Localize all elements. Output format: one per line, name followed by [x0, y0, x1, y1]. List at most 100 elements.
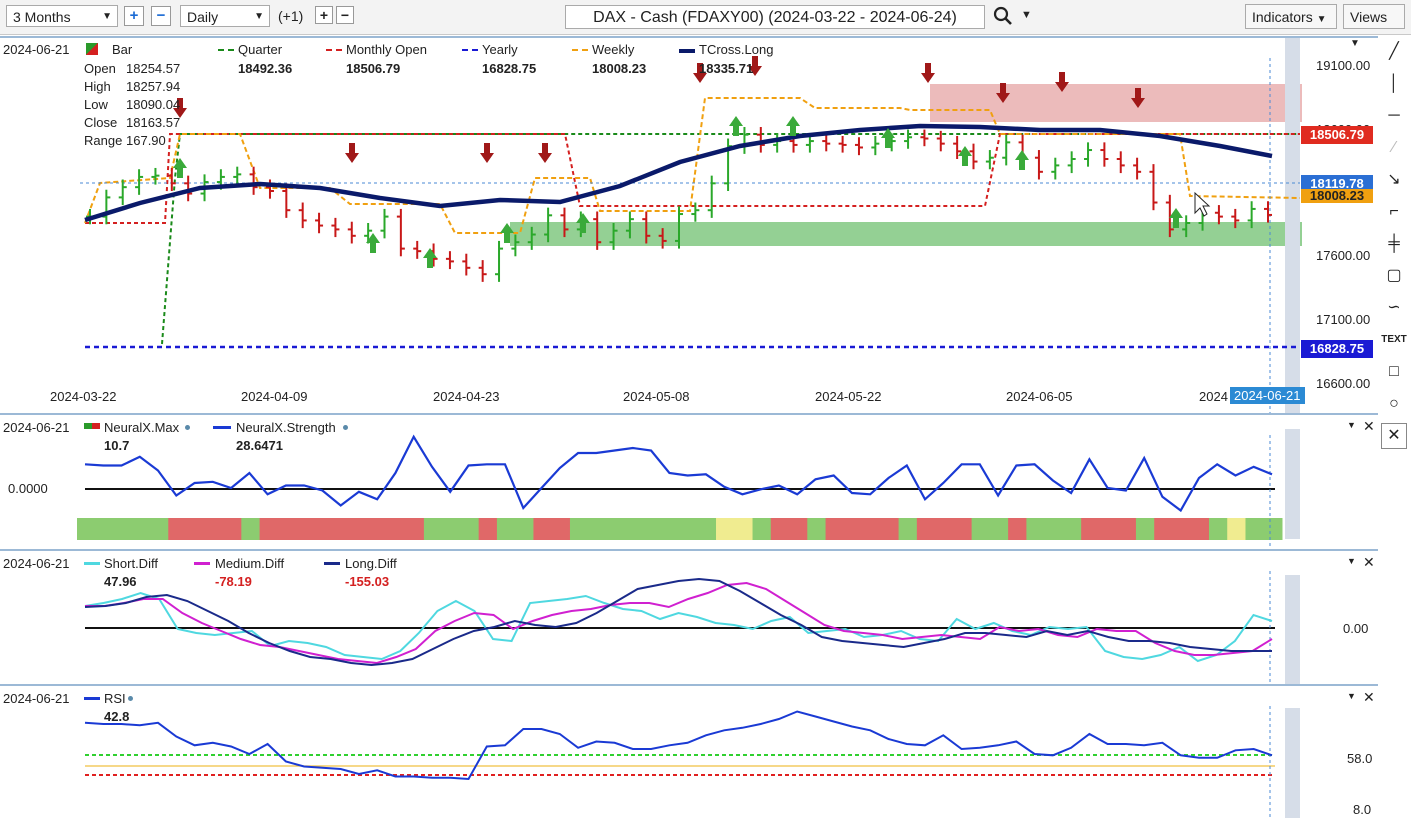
medium-legend-icon [194, 562, 210, 565]
chevron-down-icon[interactable]: ▼ [1347, 691, 1356, 701]
neuralx-max-bar [478, 518, 498, 540]
neuralx-max-bar [588, 518, 607, 540]
medium-diff-value: -78.19 [215, 574, 252, 589]
ray-tool-icon[interactable]: ⁄ [1392, 139, 1396, 156]
neuralx-max-bar [642, 518, 662, 540]
legend-value: 18492.36 [238, 61, 293, 76]
line-tool-icon[interactable]: ╱ [1389, 43, 1399, 60]
search-icon[interactable] [993, 6, 1015, 29]
neuralx-max-value: 10.7 [104, 438, 130, 453]
price-chart[interactable] [0, 38, 1378, 413]
neuralx-max-bar [515, 518, 534, 540]
ohlc-low: Low 18090.04 [84, 97, 181, 112]
offset-plus-button[interactable]: + [315, 6, 333, 24]
neuralx-max-bar [369, 518, 388, 540]
close-icon[interactable]: ✕ [1363, 418, 1375, 434]
sell-arrow-icon [1055, 72, 1069, 92]
interval-value: Daily [187, 9, 219, 25]
arrow-tool-icon[interactable]: ↘ [1387, 171, 1401, 188]
offset-minus-button[interactable]: − [336, 6, 354, 24]
comment-icon[interactable]: ▢ [1386, 267, 1402, 284]
zero-level-label: 0.0000 [8, 481, 48, 496]
ohlc-close: Close 18163.57 [84, 115, 181, 130]
time-tick-label: 2024-03-22 [50, 389, 117, 404]
short-diff-label: Short.Diff [104, 556, 158, 571]
settings-dot-icon[interactable] [128, 696, 133, 701]
neuralx-max-bar [1263, 518, 1283, 540]
neuralx-max-bar [989, 518, 1009, 540]
neuralx-max-bar [843, 518, 863, 540]
neuralx-max-bar [113, 518, 133, 540]
neuralx-max-bar [825, 518, 845, 540]
chevron-down-icon[interactable]: ▼ [1347, 420, 1356, 430]
curve-tool-icon[interactable]: ∽ [1387, 299, 1401, 316]
neuralx-panel[interactable]: 2024-06-21 NeuralX.Max 10.7 NeuralX.Stre… [0, 413, 1378, 550]
neuralx-max-bar [1172, 518, 1192, 540]
close-icon[interactable]: ✕ [1363, 554, 1375, 570]
neuralx-max-bar [1190, 518, 1210, 540]
neuralx-max-bar [1099, 518, 1119, 540]
neuralx-chart[interactable] [0, 415, 1378, 550]
neuralx-max-bar [460, 518, 480, 540]
views-button[interactable]: Views ▼ [1343, 4, 1405, 49]
price-tick-label: 17100.00 [1316, 312, 1371, 327]
ellipse-tool-icon[interactable]: ○ [1389, 395, 1399, 412]
price-tick-label: 17600.00 [1316, 248, 1371, 263]
neuralx-max-bar [789, 518, 808, 540]
indicators-button[interactable]: Indicators ▼ [1245, 4, 1337, 29]
chevron-down-icon[interactable]: ▼ [1347, 556, 1356, 566]
step-tool-icon[interactable]: ⌐ [1389, 203, 1399, 220]
zoom-in-button[interactable]: + [124, 6, 144, 26]
rsi-chart[interactable] [0, 686, 1378, 818]
diff-panel[interactable]: 2024-06-21 Short.Diff 47.96 Medium.Diff … [0, 549, 1378, 685]
legend-swatch [326, 49, 342, 51]
symbol-title[interactable]: DAX - Cash (FDAXY00) (2024-03-22 - 2024-… [565, 5, 985, 29]
zoom-out-button[interactable]: − [151, 6, 171, 26]
neuralx-strength-label: NeuralX.Strength [236, 420, 336, 435]
neuralx-max-bar [953, 518, 973, 540]
chevron-down-icon: ▼ [102, 11, 112, 22]
chevron-down-icon[interactable]: ▼ [1021, 9, 1032, 21]
neuralx-max-bar [1081, 518, 1100, 540]
drawing-toolbar: ╱ │ ─ ⁄ ↘ ⌐ ╪ ▢ ∽ TEXT □ ○ ✕ [1378, 37, 1411, 457]
offset-label: (+1) [278, 8, 304, 24]
rectangle-tool-icon[interactable]: □ [1389, 363, 1399, 380]
legend-label: Weekly [592, 42, 635, 57]
neuralx-max-bar [1135, 518, 1155, 540]
neuralx-max-bar [496, 518, 516, 540]
neuralx-max-bar [387, 518, 407, 540]
period-select[interactable]: 3 Months ▼ [6, 5, 118, 27]
crosshair-icon[interactable]: ╪ [1388, 235, 1400, 252]
price-panel[interactable]: 2024-06-21 Bar Open 18254.57 High 18257.94… [0, 36, 1378, 413]
indicators-label: Indicators [1252, 9, 1313, 25]
time-tick-label: 2024-04-09 [241, 389, 308, 404]
horizontal-line-icon[interactable]: ─ [1388, 107, 1400, 124]
price-tick-label: 16600.00 [1316, 376, 1371, 391]
long-diff-value: -155.03 [345, 574, 390, 589]
short-legend-icon [84, 562, 100, 565]
diff-chart[interactable] [0, 551, 1378, 685]
vertical-line-icon[interactable]: │ [1389, 75, 1399, 92]
neuralx-max-bar [569, 518, 589, 540]
neuralx-max-bar [277, 518, 297, 540]
legend-value: 18008.23 [592, 61, 647, 76]
settings-dot-icon[interactable] [343, 425, 348, 430]
neuralx-max-bar [1245, 518, 1265, 540]
close-icon[interactable]: ✕ [1363, 689, 1375, 705]
neuralx-max-bar [898, 518, 918, 540]
sell-arrow-icon [1131, 88, 1145, 108]
settings-dot-icon[interactable] [185, 425, 190, 430]
interval-select[interactable]: Daily ▼ [180, 5, 270, 27]
mouse-cursor-icon [1194, 191, 1211, 217]
close-icon[interactable]: ✕ [1381, 423, 1407, 449]
neuralx-max-bar [935, 518, 954, 540]
rsi-panel[interactable]: 2024-06-21 RSI 42.8 58.0 8.0 ▼ ✕ [0, 684, 1378, 818]
text-tool-icon[interactable]: TEXT [1381, 334, 1407, 345]
neuralx-max-bar [241, 518, 261, 540]
legend-swatch [218, 49, 234, 51]
period-value: 3 Months [13, 9, 71, 25]
medium-diff-line [85, 581, 1273, 665]
neuralx-max-bar [131, 518, 151, 540]
resistance-zone [930, 84, 1302, 122]
neuralx-max-bar [916, 518, 936, 540]
